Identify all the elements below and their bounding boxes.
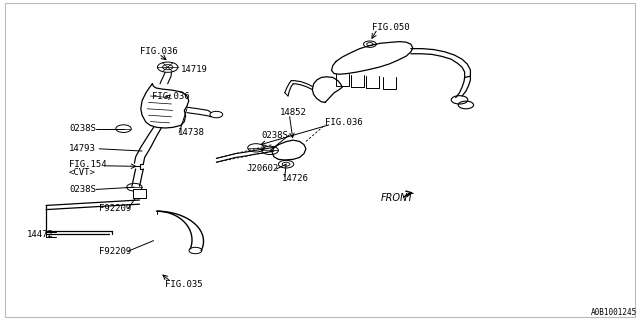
Text: 0238S: 0238S	[261, 131, 288, 140]
Text: J20602: J20602	[246, 164, 278, 173]
Text: 14852: 14852	[280, 108, 307, 117]
Text: FIG.036: FIG.036	[325, 118, 363, 127]
Text: FIG.035: FIG.035	[165, 280, 203, 289]
Text: F92209: F92209	[99, 247, 131, 256]
FancyBboxPatch shape	[133, 189, 146, 198]
Text: 14793: 14793	[69, 144, 96, 153]
Text: 14738: 14738	[178, 128, 205, 137]
Text: FIG.154: FIG.154	[69, 160, 107, 169]
Text: FRONT: FRONT	[381, 193, 414, 203]
Text: FIG.036: FIG.036	[140, 47, 177, 56]
Text: 14719: 14719	[180, 65, 207, 74]
Text: 14472: 14472	[27, 230, 54, 239]
Text: A0B1001245: A0B1001245	[591, 308, 637, 317]
Text: FIG.036: FIG.036	[152, 92, 190, 101]
Text: F92209: F92209	[99, 204, 131, 213]
Text: <CVT>: <CVT>	[69, 168, 96, 177]
Text: FIG.050: FIG.050	[372, 23, 410, 32]
Text: 14726: 14726	[282, 174, 308, 183]
Text: 0238S: 0238S	[69, 124, 96, 133]
Text: 0238S: 0238S	[69, 185, 96, 194]
